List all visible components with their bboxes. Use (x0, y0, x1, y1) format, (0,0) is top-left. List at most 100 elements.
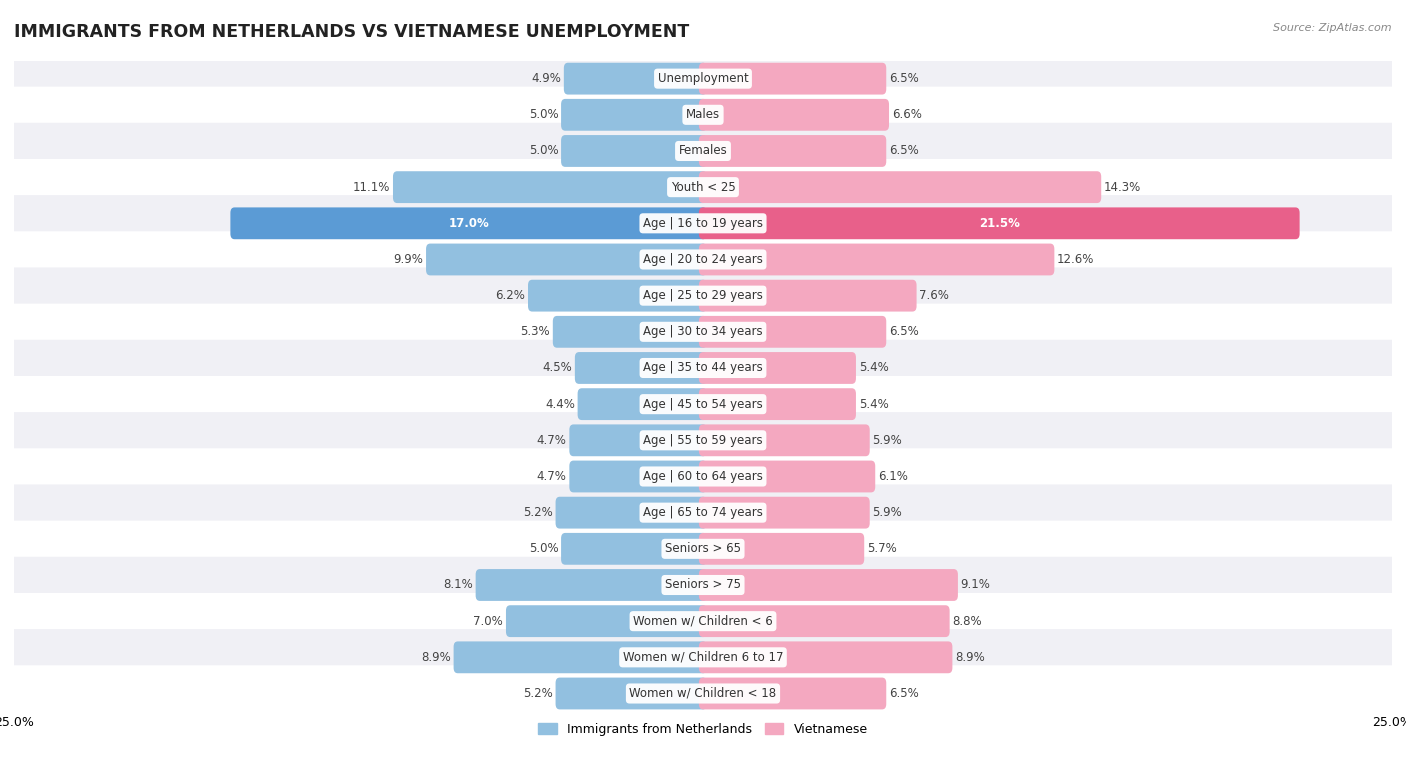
Text: 5.7%: 5.7% (868, 542, 897, 556)
Text: Women w/ Children < 6: Women w/ Children < 6 (633, 615, 773, 628)
Text: 4.7%: 4.7% (537, 434, 567, 447)
Text: Age | 16 to 19 years: Age | 16 to 19 years (643, 217, 763, 230)
FancyBboxPatch shape (392, 171, 707, 203)
FancyBboxPatch shape (506, 606, 707, 637)
Text: Age | 45 to 54 years: Age | 45 to 54 years (643, 397, 763, 410)
Text: 4.5%: 4.5% (543, 362, 572, 375)
FancyBboxPatch shape (575, 352, 707, 384)
FancyBboxPatch shape (6, 629, 1400, 686)
Text: 17.0%: 17.0% (449, 217, 489, 230)
FancyBboxPatch shape (6, 340, 1400, 396)
FancyBboxPatch shape (699, 352, 856, 384)
Text: 8.1%: 8.1% (443, 578, 472, 591)
FancyBboxPatch shape (553, 316, 707, 347)
FancyBboxPatch shape (6, 123, 1400, 179)
FancyBboxPatch shape (699, 171, 1101, 203)
FancyBboxPatch shape (699, 316, 886, 347)
FancyBboxPatch shape (564, 63, 707, 95)
Legend: Immigrants from Netherlands, Vietnamese: Immigrants from Netherlands, Vietnamese (533, 718, 873, 741)
Text: Seniors > 75: Seniors > 75 (665, 578, 741, 591)
FancyBboxPatch shape (699, 388, 856, 420)
Text: 6.5%: 6.5% (889, 145, 918, 157)
FancyBboxPatch shape (699, 678, 886, 709)
Text: Age | 20 to 24 years: Age | 20 to 24 years (643, 253, 763, 266)
Text: 6.2%: 6.2% (495, 289, 526, 302)
Text: Age | 25 to 29 years: Age | 25 to 29 years (643, 289, 763, 302)
FancyBboxPatch shape (6, 484, 1400, 540)
Text: Unemployment: Unemployment (658, 72, 748, 85)
Text: 6.6%: 6.6% (891, 108, 922, 121)
Text: 4.9%: 4.9% (531, 72, 561, 85)
Text: Seniors > 65: Seniors > 65 (665, 542, 741, 556)
Text: 4.7%: 4.7% (537, 470, 567, 483)
Text: 5.4%: 5.4% (859, 362, 889, 375)
FancyBboxPatch shape (699, 460, 875, 492)
FancyBboxPatch shape (6, 51, 1400, 107)
Text: 6.5%: 6.5% (889, 687, 918, 700)
Text: 12.6%: 12.6% (1057, 253, 1094, 266)
Text: Women w/ Children 6 to 17: Women w/ Children 6 to 17 (623, 651, 783, 664)
Text: Source: ZipAtlas.com: Source: ZipAtlas.com (1274, 23, 1392, 33)
FancyBboxPatch shape (6, 593, 1400, 650)
Text: 8.9%: 8.9% (955, 651, 984, 664)
FancyBboxPatch shape (699, 63, 886, 95)
Text: Age | 55 to 59 years: Age | 55 to 59 years (643, 434, 763, 447)
Text: 5.9%: 5.9% (873, 506, 903, 519)
Text: 4.4%: 4.4% (546, 397, 575, 410)
Text: 6.5%: 6.5% (889, 326, 918, 338)
FancyBboxPatch shape (699, 425, 870, 456)
FancyBboxPatch shape (699, 99, 889, 131)
FancyBboxPatch shape (6, 86, 1400, 143)
Text: 9.1%: 9.1% (960, 578, 991, 591)
FancyBboxPatch shape (578, 388, 707, 420)
FancyBboxPatch shape (6, 232, 1400, 288)
FancyBboxPatch shape (555, 497, 707, 528)
FancyBboxPatch shape (555, 678, 707, 709)
Text: 7.0%: 7.0% (474, 615, 503, 628)
FancyBboxPatch shape (426, 244, 707, 276)
FancyBboxPatch shape (6, 376, 1400, 432)
Text: 5.0%: 5.0% (529, 542, 558, 556)
FancyBboxPatch shape (6, 267, 1400, 324)
FancyBboxPatch shape (475, 569, 707, 601)
FancyBboxPatch shape (569, 460, 707, 492)
Text: Youth < 25: Youth < 25 (671, 181, 735, 194)
FancyBboxPatch shape (6, 304, 1400, 360)
FancyBboxPatch shape (699, 244, 1054, 276)
Text: 5.2%: 5.2% (523, 506, 553, 519)
FancyBboxPatch shape (6, 557, 1400, 613)
FancyBboxPatch shape (6, 448, 1400, 505)
Text: 5.3%: 5.3% (520, 326, 550, 338)
FancyBboxPatch shape (561, 99, 707, 131)
FancyBboxPatch shape (6, 159, 1400, 215)
FancyBboxPatch shape (569, 425, 707, 456)
FancyBboxPatch shape (6, 665, 1400, 721)
FancyBboxPatch shape (529, 280, 707, 312)
Text: Women w/ Children < 18: Women w/ Children < 18 (630, 687, 776, 700)
Text: 9.9%: 9.9% (394, 253, 423, 266)
Text: 8.9%: 8.9% (422, 651, 451, 664)
Text: IMMIGRANTS FROM NETHERLANDS VS VIETNAMESE UNEMPLOYMENT: IMMIGRANTS FROM NETHERLANDS VS VIETNAMES… (14, 23, 689, 41)
Text: 5.4%: 5.4% (859, 397, 889, 410)
FancyBboxPatch shape (6, 412, 1400, 469)
Text: Males: Males (686, 108, 720, 121)
FancyBboxPatch shape (561, 533, 707, 565)
Text: 5.9%: 5.9% (873, 434, 903, 447)
Text: 14.3%: 14.3% (1104, 181, 1142, 194)
FancyBboxPatch shape (699, 641, 952, 673)
FancyBboxPatch shape (6, 521, 1400, 577)
Text: 21.5%: 21.5% (979, 217, 1019, 230)
Text: Age | 35 to 44 years: Age | 35 to 44 years (643, 362, 763, 375)
Text: 11.1%: 11.1% (353, 181, 391, 194)
FancyBboxPatch shape (6, 195, 1400, 251)
FancyBboxPatch shape (699, 533, 865, 565)
Text: 8.8%: 8.8% (952, 615, 981, 628)
Text: Age | 60 to 64 years: Age | 60 to 64 years (643, 470, 763, 483)
FancyBboxPatch shape (699, 497, 870, 528)
FancyBboxPatch shape (699, 606, 949, 637)
FancyBboxPatch shape (699, 135, 886, 167)
Text: Age | 30 to 34 years: Age | 30 to 34 years (643, 326, 763, 338)
FancyBboxPatch shape (699, 207, 1299, 239)
Text: 5.0%: 5.0% (529, 145, 558, 157)
Text: 6.5%: 6.5% (889, 72, 918, 85)
